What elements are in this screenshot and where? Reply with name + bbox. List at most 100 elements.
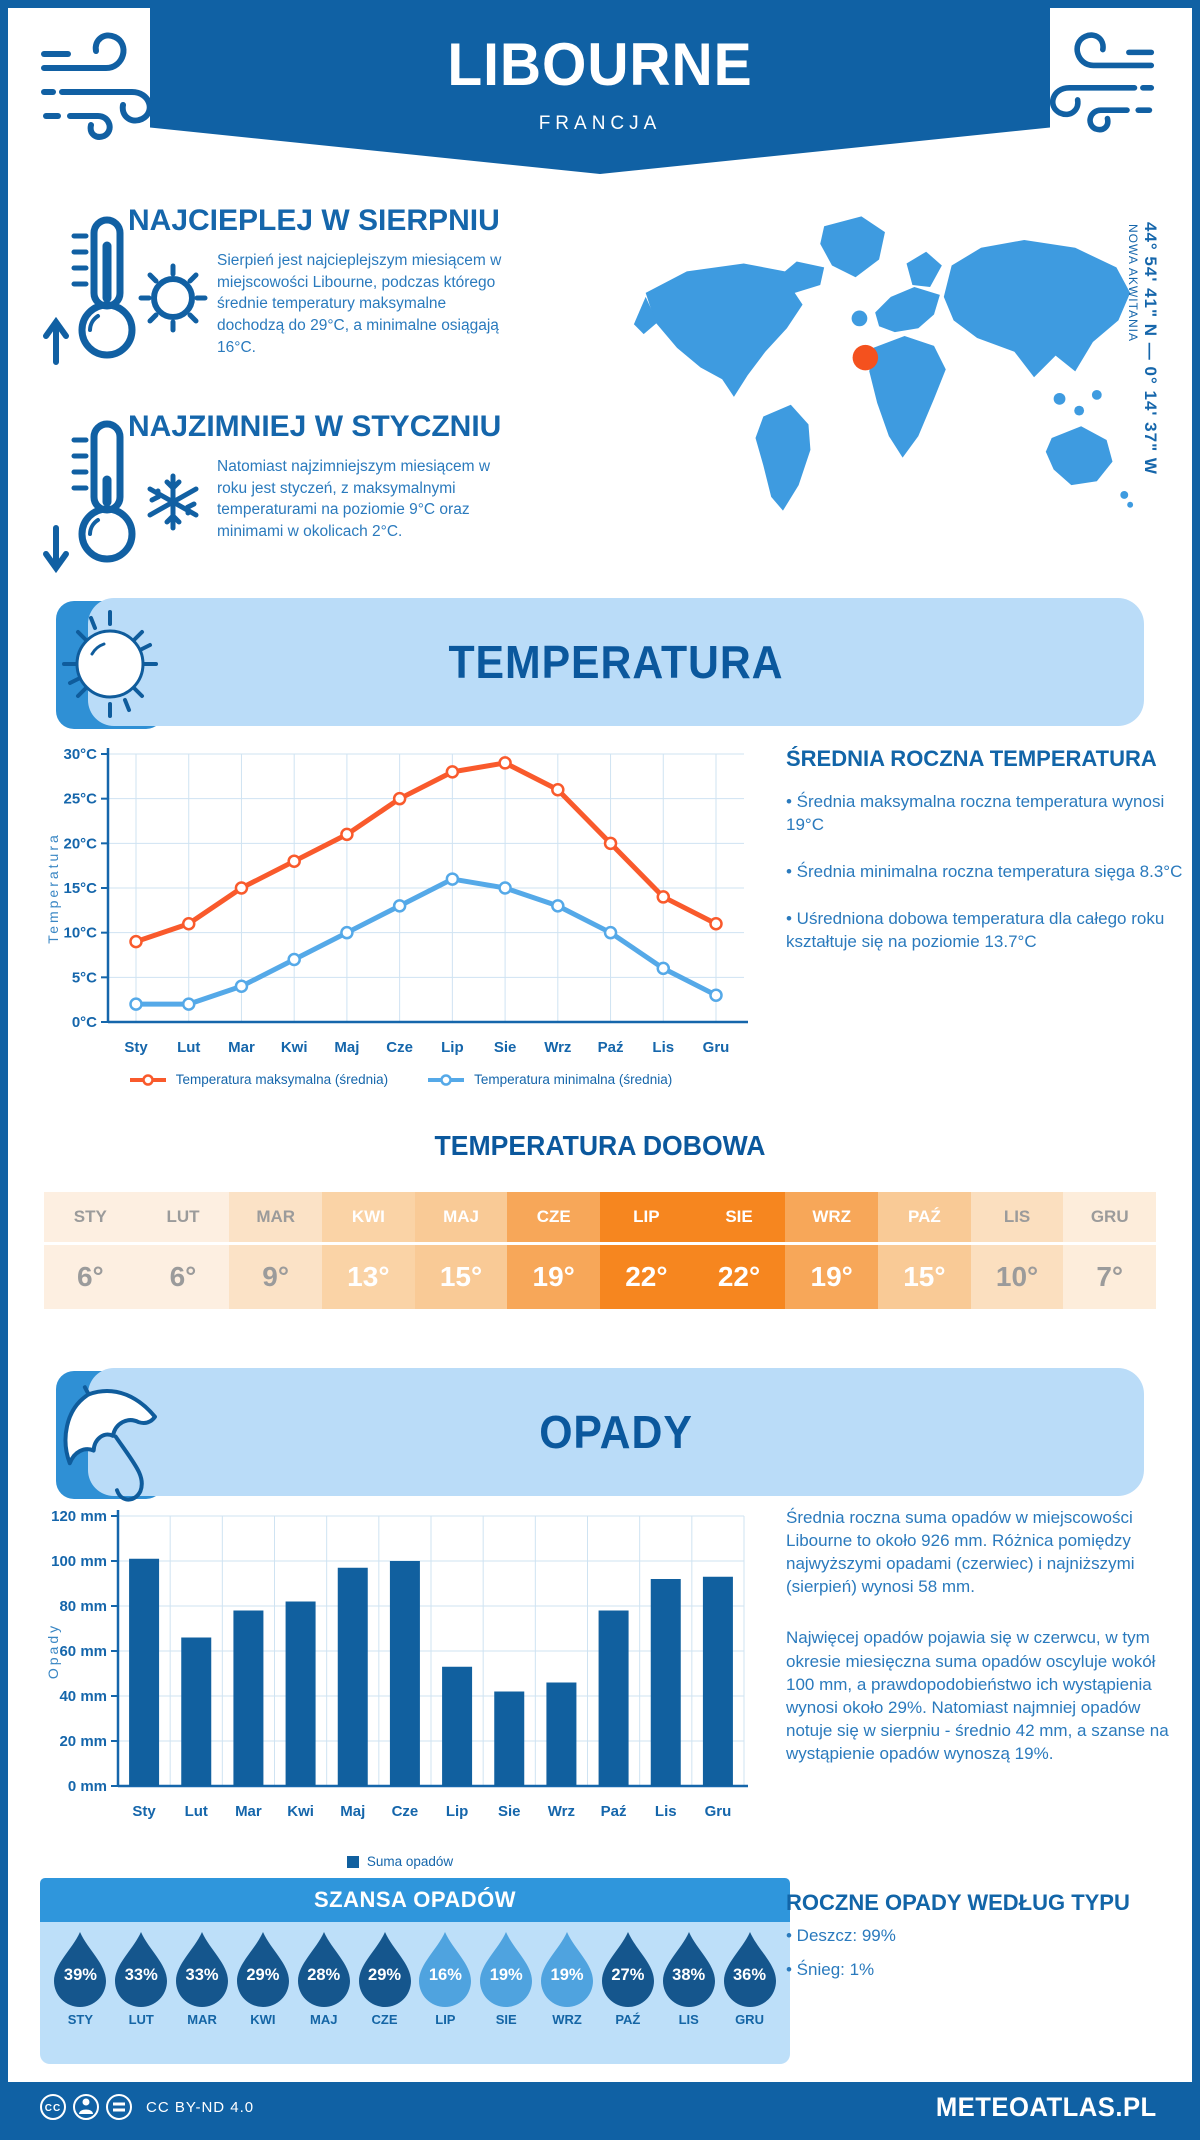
daily-month-cell: STY: [44, 1192, 137, 1242]
precipitation-bar-chart: 0 mm 20 mm 40 mm 60 mm 80 mm 100 mm 120 mm Sty L…: [42, 1502, 758, 1837]
chance-title: SZANSA OPADÓW: [40, 1878, 790, 1922]
precipitation-banner: OPADY: [88, 1368, 1144, 1496]
svg-text:Temperatura: Temperatura: [45, 832, 61, 944]
svg-text:Sty: Sty: [124, 1039, 148, 1056]
droplet-icon: [662, 1932, 715, 2007]
chance-value: 19%: [489, 1966, 523, 1984]
svg-text:Wrz: Wrz: [548, 1803, 575, 1820]
chance-month: PAŹ: [615, 2012, 641, 2027]
license-block: CC CC BY-ND 4.0: [38, 2092, 254, 2122]
daily-month-cell: KWI: [322, 1192, 415, 1242]
svg-text:Gru: Gru: [705, 1803, 732, 1820]
bar-Cze: [389, 1561, 420, 1786]
svg-text:0°C: 0°C: [72, 1014, 97, 1031]
precipitation-paragraph: Najwięcej opadów pojawia się w czerwcu, …: [786, 1628, 1169, 1763]
chance-value: 29%: [246, 1966, 280, 1984]
svg-text:Lip: Lip: [446, 1803, 469, 1820]
bar-Sty: [129, 1558, 160, 1786]
umbrella-icon: [63, 1385, 157, 1502]
types-bullet: • Śnieg: 1%: [786, 1960, 875, 1980]
svg-text:120 mm: 120 mm: [51, 1508, 107, 1525]
thermometer-sun-icon: [43, 216, 208, 365]
region-text: NOWA AKWITANIA: [1126, 224, 1140, 343]
chance-droplet: 28% MAJ: [296, 1930, 352, 2064]
daily-month-cell: PAŹ: [878, 1192, 971, 1242]
svg-text:Wrz: Wrz: [544, 1039, 571, 1056]
svg-text:Maj: Maj: [340, 1803, 365, 1820]
daily-value-cell: 19°: [785, 1245, 879, 1309]
chance-droplets: 39% STY 33% LUT 33% MAR 29% KWI 28% MAJ 29% CZE 16% L…: [40, 1922, 790, 2064]
temperature-section-title: TEMPERATURA: [448, 636, 784, 688]
country-subtitle: FRANCJA: [538, 113, 662, 134]
chance-value: 29%: [368, 1966, 402, 1984]
svg-text:100 mm: 100 mm: [51, 1553, 107, 1570]
daily-month-cell: MAJ: [414, 1192, 508, 1242]
bar-Kwi: [285, 1601, 316, 1786]
chance-month: MAR: [187, 2012, 217, 2027]
cold-title: NAJZIMNIEJ W STYCZNIU: [128, 410, 502, 443]
svg-text:Maj: Maj: [334, 1039, 359, 1056]
svg-text:0 mm: 0 mm: [68, 1778, 107, 1795]
daily-value-cell: 10°: [970, 1245, 1064, 1309]
svg-text:Sie: Sie: [498, 1803, 521, 1820]
chance-month: STY: [67, 2012, 94, 2027]
daily-value-cell: 9°: [229, 1245, 323, 1309]
cold-text: Natomiast najzimniejszym miesiącem w rok…: [217, 458, 491, 541]
annual-bullet: • Średnia minimalna roczna temperatura s…: [786, 862, 1183, 882]
svg-text:Lis: Lis: [652, 1039, 674, 1056]
droplet-icon: [601, 1932, 654, 2007]
svg-text:Kwi: Kwi: [281, 1039, 308, 1056]
grid: [101, 753, 744, 1023]
svg-text:15°C: 15°C: [63, 880, 97, 897]
world-map: [633, 216, 1134, 511]
svg-text:Opady: Opady: [45, 1623, 61, 1679]
svg-text:Sie: Sie: [494, 1039, 517, 1056]
chance-droplet: 39% STY: [52, 1930, 108, 2064]
types-bullet: • Deszcz: 99%: [786, 1926, 896, 1945]
chance-value: 33%: [124, 1966, 158, 1984]
svg-text:40 mm: 40 mm: [59, 1688, 107, 1705]
chance-month: WRZ: [552, 2012, 582, 2027]
svg-text:20°C: 20°C: [63, 835, 97, 852]
droplet-icon: [54, 1932, 107, 2007]
daily-month-cell: WRZ: [785, 1192, 879, 1242]
svg-text:25°C: 25°C: [63, 791, 97, 808]
wind-icon: [41, 32, 153, 140]
precipitation-description: Średnia roczna suma opadów w miejscowośc…: [786, 1506, 1184, 1793]
sun-icon: [62, 610, 158, 718]
chance-month: GRU: [735, 2012, 764, 2027]
droplet-icon: [236, 1932, 289, 2007]
footer-bar: CC CC BY-ND 4.0 METEOATLAS.PL: [8, 2082, 1192, 2132]
chance-droplet: 36% GRU: [722, 1930, 778, 2064]
daily-value-cell: 22°: [692, 1245, 786, 1309]
droplet-icon: [176, 1932, 229, 2007]
page-title: LIBOURNE: [447, 31, 753, 98]
svg-text:Paź: Paź: [598, 1039, 624, 1056]
temperature-banner: TEMPERATURA: [88, 598, 1144, 726]
svg-text:30°C: 30°C: [63, 746, 97, 763]
bar-Paź: [598, 1610, 629, 1786]
chance-month: LUT: [128, 2012, 154, 2027]
svg-text:10°C: 10°C: [63, 925, 97, 942]
bar-chart-legend: Suma opadów: [42, 1854, 758, 1869]
chance-droplet: 19% WRZ: [539, 1930, 595, 2064]
chance-droplet: 29% CZE: [357, 1930, 413, 2064]
svg-text:5°C: 5°C: [72, 969, 97, 986]
chance-month: LIP: [435, 2012, 456, 2027]
chance-month: SIE: [495, 2012, 517, 2027]
bar-Lut: [181, 1637, 212, 1786]
daily-value-cell: 15°: [878, 1245, 971, 1309]
svg-text:Paź: Paź: [601, 1803, 627, 1820]
legend-item: Suma opadów: [346, 1854, 453, 1869]
wind-icon: [1049, 32, 1155, 133]
daily-value-cell: 15°: [414, 1245, 508, 1309]
location-marker: [852, 344, 879, 371]
svg-text:60 mm: 60 mm: [59, 1643, 107, 1660]
daily-month-cell: LIS: [970, 1192, 1064, 1242]
daily-temperature-title: TEMPERATURA DOBOWA: [434, 1130, 766, 1161]
series-line-0: [133, 760, 719, 945]
svg-text:Cze: Cze: [392, 1803, 419, 1820]
daily-table-months-row: STY LUT MAR KWI MAJ CZE LIP SIE WRZ PAŹ LIS GRU: [44, 1192, 1157, 1242]
daily-value-cell: 6°: [44, 1245, 137, 1309]
